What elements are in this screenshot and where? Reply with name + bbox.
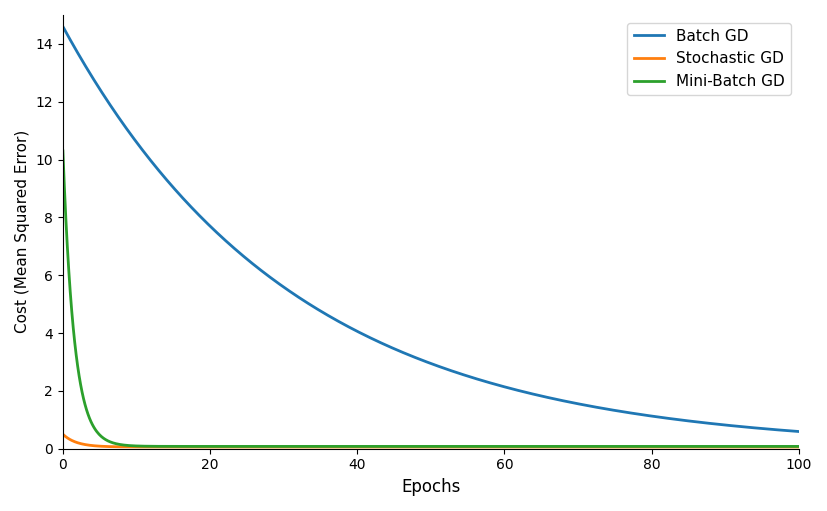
Batch GD — [382, 342, 392, 349]
Mini-Batch GD — [382, 444, 392, 450]
Batch GD — [58, 24, 68, 30]
Mini-Batch GD — [646, 444, 656, 450]
Stochastic GD — [58, 431, 68, 437]
Line: Stochastic GD: Stochastic GD — [63, 434, 799, 447]
Batch GD — [794, 428, 804, 434]
Mini-Batch GD — [356, 444, 366, 450]
Mini-Batch GD — [633, 444, 643, 450]
Line: Mini-Batch GD: Mini-Batch GD — [63, 151, 799, 447]
Legend: Batch GD, Stochastic GD, Mini-Batch GD: Batch GD, Stochastic GD, Mini-Batch GD — [628, 22, 791, 95]
Stochastic GD — [794, 444, 804, 450]
Batch GD — [133, 141, 143, 147]
X-axis label: Epochs: Epochs — [401, 478, 461, 496]
Mini-Batch GD — [133, 443, 143, 449]
Batch GD — [356, 330, 366, 336]
Stochastic GD — [646, 444, 656, 450]
Line: Batch GD: Batch GD — [63, 27, 799, 431]
Stochastic GD — [133, 444, 143, 450]
Mini-Batch GD — [794, 444, 804, 450]
Stochastic GD — [563, 444, 573, 450]
Mini-Batch GD — [564, 444, 574, 450]
Stochastic GD — [586, 444, 595, 450]
Stochastic GD — [382, 444, 392, 450]
Stochastic GD — [356, 444, 366, 450]
Batch GD — [563, 399, 573, 405]
Y-axis label: Cost (Mean Squared Error): Cost (Mean Squared Error) — [15, 130, 30, 334]
Batch GD — [632, 411, 642, 417]
Mini-Batch GD — [58, 148, 68, 154]
Stochastic GD — [633, 444, 643, 450]
Batch GD — [645, 413, 655, 419]
Mini-Batch GD — [532, 444, 542, 450]
